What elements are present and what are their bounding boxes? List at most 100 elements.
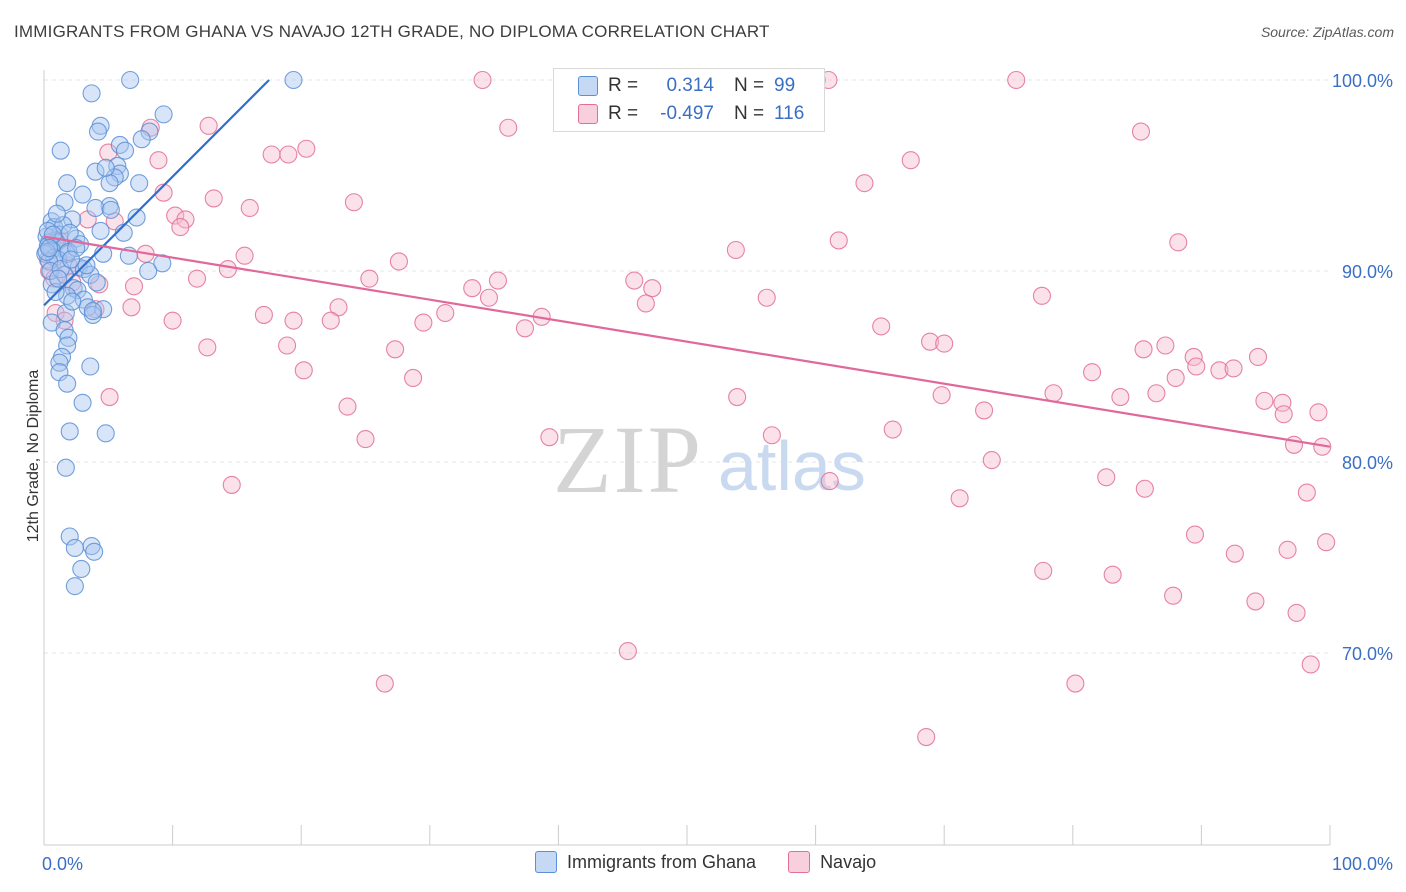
navajo-point [872,317,891,336]
legend-swatch-navajo [788,851,811,873]
legend-r-label: R = [608,75,639,96]
navajo-point [321,311,340,330]
navajo-point [1007,70,1026,90]
navajo-point [124,277,144,296]
navajo-point [1297,483,1316,502]
navajo-point [356,430,375,449]
legend-label-ghana: Immigrants from Ghana [567,851,757,872]
ghana-point [60,527,79,546]
ghana-point [58,174,77,193]
ghana-point [284,70,303,90]
navajo-point [294,361,313,380]
navajo-point [218,260,237,279]
y-tick-label: 90.0% [1342,262,1393,282]
ghana-point [115,141,135,160]
legend-n-label: N = [734,103,765,124]
ghana-point [83,305,102,324]
ghana-point [105,168,124,187]
navajo-point [643,279,662,298]
navajo-point [1103,565,1122,584]
y-tick-label: 70.0% [1342,644,1393,664]
ghana-point [100,174,119,193]
ghana-point [81,357,100,376]
navajo-point [515,319,535,338]
ghana-point [65,577,84,596]
navajo-point [883,420,902,439]
navajo-point [625,271,644,290]
ghana-point [140,122,159,141]
navajo-point [199,116,218,135]
x-tick-label-max: 100.0% [1332,854,1393,874]
legend-row-ghana: R = 0.314 N = 99 [554,72,795,100]
navajo-point [1131,122,1151,141]
ghana-point [127,208,146,227]
navajo-point [1185,525,1205,544]
navajo-point [171,218,190,237]
grid-lines [44,79,1330,654]
navajo-point [479,288,499,307]
navajo-point [1083,363,1102,382]
ghana-point [40,239,59,258]
ghana-point [110,135,129,154]
ghana-point [154,105,173,124]
legend-label-navajo: Navajo [820,851,877,872]
navajo-point [1111,388,1130,407]
tick-labels: 70.0% 80.0% 90.0% 100.0% [1332,71,1393,664]
navajo-point [636,294,655,313]
navajo-point [1246,592,1265,611]
navajo-point [728,388,747,407]
navajo-point [240,198,259,218]
navajo-point [149,151,168,170]
navajo-point [1097,468,1116,487]
ghana-point [59,328,78,347]
navajo-point [344,193,363,212]
ghana-point [86,198,105,218]
navajo-point [935,334,954,353]
axes [43,70,1331,846]
navajo-point [262,145,281,164]
navajo-point [1255,391,1274,410]
navajo-point [187,269,207,288]
legend-n-label: N = [734,75,765,96]
ghana-point [81,265,100,284]
navajo-point [540,428,559,447]
legend-item-navajo: Navajo [788,851,876,873]
navajo-point [1301,655,1320,674]
legend-r-label: R = [608,103,639,124]
ghana-point [65,538,84,558]
navajo-point [618,642,637,661]
y-tick-label: 100.0% [1332,71,1393,91]
x-tick-label-min: 0.0% [42,854,83,874]
navajo-point [1309,403,1328,422]
ghana-point [101,200,120,219]
legend-r-value: -0.497 [660,103,714,124]
ghana-point [63,292,82,311]
navajo-point [921,332,940,351]
navajo-point [386,340,405,359]
ghana-point [96,424,115,443]
navajo-point [488,271,508,290]
navajo-point [1034,561,1053,580]
navajo-point [1274,405,1293,424]
navajo-point [1156,336,1175,355]
navajo-point [278,336,297,355]
watermark-zip: ZIP [553,406,703,513]
navajo-point [1164,586,1183,605]
navajo-point [389,252,408,271]
navajo-point [254,305,273,324]
navajo-point [1224,359,1243,378]
navajo-point [166,206,185,225]
ghana-point [96,158,115,177]
series-legend: Immigrants from Ghana Navajo [535,851,908,873]
navajo-trend-line [43,235,1331,448]
navajo-point [204,189,223,208]
legend-swatch-ghana [535,851,557,873]
navajo-point [982,451,1001,470]
navajo-point [1313,437,1332,456]
legend-swatch-ghana [578,76,598,96]
legend-item-ghana: Immigrants from Ghana [535,851,756,873]
ghana-point [139,261,158,281]
navajo-point [1287,603,1306,622]
navajo-point [284,311,303,330]
